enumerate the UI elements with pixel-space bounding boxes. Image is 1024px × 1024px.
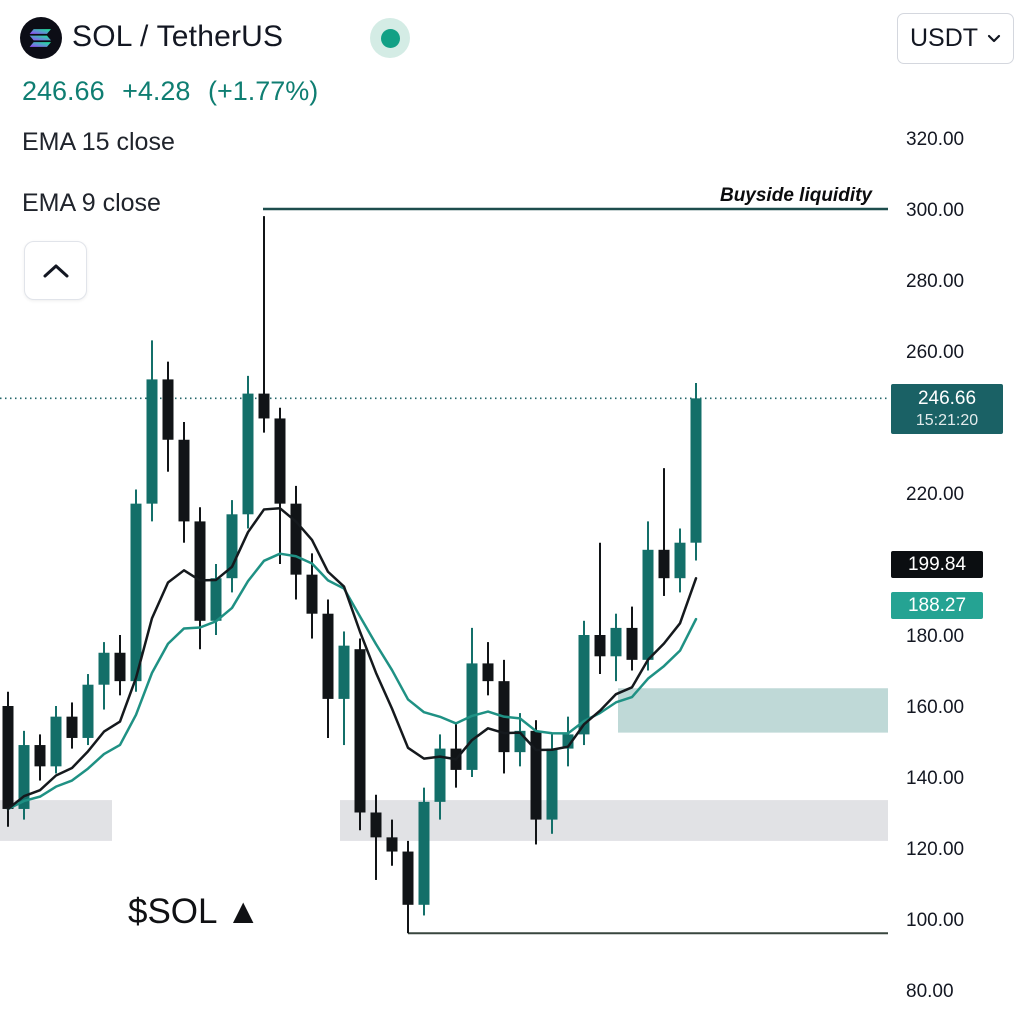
price-axis-ticks: 320.00 300.00 280.00 260.00 220.00 180.00 160.…: [906, 129, 964, 1002]
candle: [290, 485, 302, 600]
candle: [434, 734, 446, 820]
candle: [674, 528, 686, 593]
price-value: 246.66: [22, 76, 105, 106]
levels-layer: [0, 207, 888, 935]
candle: [402, 840, 414, 934]
candle: [658, 468, 670, 596]
ema-line-15: [6, 552, 698, 811]
candle: [594, 542, 606, 675]
candle: [82, 674, 94, 746]
candle: [50, 706, 62, 774]
market-status-icon: [370, 18, 410, 58]
price-tick: 80.00: [906, 981, 954, 1002]
price-change-pct: (+1.77%): [207, 76, 319, 106]
candle: [466, 627, 478, 777]
candle: [386, 819, 398, 866]
candle: [194, 507, 206, 650]
candle: [146, 340, 158, 522]
candle: [34, 734, 46, 781]
ema9-value-badge: 188.27: [891, 592, 983, 619]
price-tick: 260.00: [906, 342, 964, 363]
candle: [642, 521, 654, 671]
candle: [18, 730, 30, 820]
candle: [610, 613, 622, 682]
candle: [338, 631, 350, 746]
indicator-legend-ema9[interactable]: EMA 9 close: [22, 189, 161, 217]
chevron-down-icon: [987, 34, 1001, 43]
solana-logo-icon: [20, 17, 62, 59]
price-tick: 160.00: [906, 697, 964, 718]
candle: [530, 720, 542, 845]
gray-zone-left: [0, 800, 112, 841]
price-tick: 300.00: [906, 200, 964, 221]
teal-zone: [618, 688, 888, 733]
zones-layer: [0, 688, 888, 841]
price-tick: 280.00: [906, 271, 964, 292]
candle: [98, 642, 110, 710]
price-row: 246.66 +4.28 (+1.77%): [22, 76, 328, 107]
candle: [322, 599, 334, 738]
candle: [114, 635, 126, 696]
price-tick: 320.00: [906, 129, 964, 150]
candle: [210, 564, 222, 635]
candle: [690, 382, 702, 561]
candle: [514, 713, 526, 767]
candle: [306, 553, 318, 639]
price-tick: 120.00: [906, 839, 964, 860]
price-tick: 220.00: [906, 484, 964, 505]
candle: [226, 500, 238, 593]
currency-selector-button[interactable]: USDT: [897, 13, 1014, 64]
price-change: +4.28: [122, 76, 191, 106]
candle: [242, 375, 254, 529]
candle: [2, 691, 14, 827]
ema15-value-badge: 199.84: [891, 551, 983, 578]
candle: [562, 716, 574, 767]
watermark-label: $SOL ▲: [128, 892, 261, 931]
price-tick: 100.00: [906, 910, 964, 931]
bar-countdown: 15:21:20: [915, 411, 979, 429]
candle: [162, 361, 174, 472]
current-price-badge-value: 246.66: [917, 388, 977, 410]
candle: [482, 642, 494, 696]
candle: [178, 422, 190, 543]
indicator-legend-ema15[interactable]: EMA 15 close: [22, 128, 175, 156]
candle: [274, 407, 286, 564]
currency-selector-label: USDT: [909, 24, 979, 52]
candle: [626, 606, 638, 671]
candle: [66, 702, 78, 749]
candle: [258, 216, 270, 433]
price-tick: 140.00: [906, 768, 964, 789]
ema-lines-layer: [6, 507, 698, 811]
candle: [418, 787, 430, 916]
current-price-badge: 246.66 15:21:20: [891, 384, 1003, 434]
buyside-liquidity-label: Buyside liquidity: [719, 185, 872, 206]
candle: [354, 638, 366, 831]
gray-zone-right: [340, 800, 888, 841]
candle: [370, 794, 382, 880]
candle: [130, 489, 142, 692]
price-tick: 180.00: [906, 626, 964, 647]
chevron-up-icon: [43, 264, 68, 277]
symbol-title[interactable]: SOL / TetherUS: [72, 20, 284, 53]
collapse-button[interactable]: [24, 241, 87, 300]
ema-line-9: [6, 507, 698, 811]
